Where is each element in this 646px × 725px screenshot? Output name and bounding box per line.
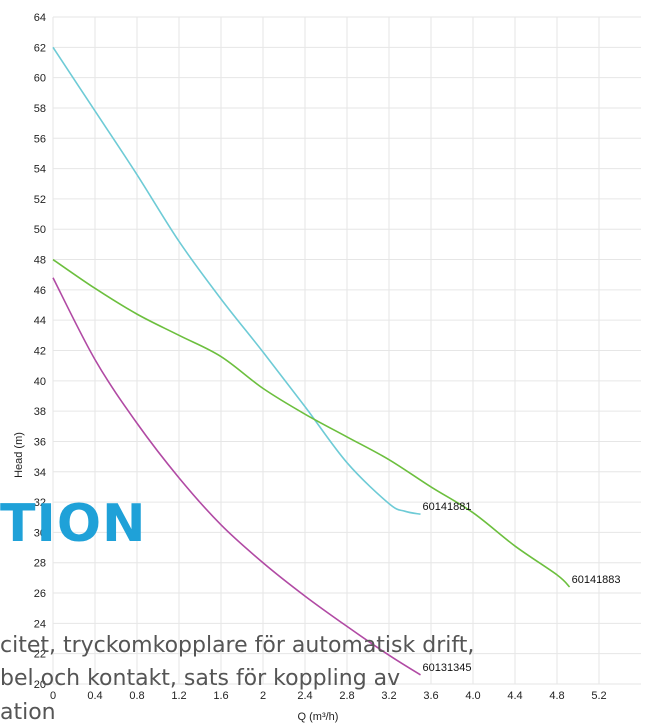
series-label-60141883: 60141883 — [572, 574, 621, 586]
series-labels: 60141881 60141883 60131345 — [423, 501, 621, 674]
y-tick-label: 20 — [34, 679, 46, 691]
y-tick-label: 46 — [34, 285, 46, 297]
page-text-line-1: citet, tryckomkopplare för automatisk dr… — [0, 633, 475, 658]
y-tick-label: 34 — [34, 467, 46, 479]
x-tick-label: 2.4 — [297, 690, 312, 702]
x-tick-label: 4.4 — [507, 690, 522, 702]
x-tick-label: 4.8 — [549, 690, 564, 702]
x-axis-ticks: 0 0.4 0.8 1.2 1.6 2 2.4 2.8 3.2 3.6 4.0 4.4 4.8 5.2 — [50, 690, 607, 702]
y-tick-label: 60 — [34, 73, 46, 85]
y-tick-label: 28 — [34, 558, 46, 570]
x-tick-label: 3.2 — [381, 690, 396, 702]
series-line-60141883 — [52, 258, 571, 588]
y-tick-label: 26 — [34, 588, 46, 600]
page-text-line-2: bel och kontakt, sats för koppling av — [0, 666, 401, 691]
x-tick-label: 0.4 — [87, 690, 102, 702]
y-tick-label: 58 — [34, 103, 46, 115]
y-tick-label: 56 — [34, 133, 46, 145]
y-axis-title: Head (m) — [13, 432, 25, 478]
y-tick-label: 38 — [34, 406, 46, 418]
y-tick-label: 50 — [34, 224, 46, 236]
series-label-60131345: 60131345 — [423, 662, 472, 674]
x-tick-label: 1.2 — [171, 690, 186, 702]
y-tick-label: 52 — [34, 194, 46, 206]
page-text-line-3: ation — [0, 700, 56, 725]
y-axis-ticks: 20 22 24 26 28 30 32 34 36 38 40 42 44 46 48 50 52 54 56 58… — [34, 12, 46, 691]
x-tick-label: 1.6 — [213, 690, 228, 702]
y-tick-label: 40 — [34, 376, 46, 388]
y-tick-label: 32 — [34, 497, 46, 509]
y-tick-label: 62 — [34, 42, 46, 54]
y-tick-label: 54 — [34, 164, 46, 176]
x-tick-label: 2 — [260, 690, 266, 702]
page-heading-fragment: TION — [0, 494, 147, 554]
x-tick-label: 0 — [50, 690, 56, 702]
y-tick-label: 30 — [34, 527, 46, 539]
y-tick-label: 24 — [34, 618, 46, 630]
series-line-60131345 — [52, 277, 421, 676]
y-tick-label: 42 — [34, 346, 46, 358]
x-tick-label: 5.2 — [591, 690, 606, 702]
y-tick-label: 48 — [34, 255, 46, 267]
y-tick-label: 44 — [34, 315, 46, 327]
x-tick-label: 0.8 — [129, 690, 144, 702]
y-tick-label: 36 — [34, 436, 46, 448]
x-axis-title: Q (m³/h) — [298, 711, 339, 723]
series-label-60141881: 60141881 — [423, 501, 472, 513]
y-tick-label: 22 — [34, 649, 46, 661]
x-tick-label: 2.8 — [339, 690, 354, 702]
series-lines — [52, 46, 571, 676]
y-tick-label: 64 — [34, 12, 46, 24]
x-tick-label: 4.0 — [465, 690, 480, 702]
grid — [52, 16, 641, 685]
x-tick-label: 3.6 — [423, 690, 438, 702]
series-line-60141881 — [52, 46, 421, 516]
